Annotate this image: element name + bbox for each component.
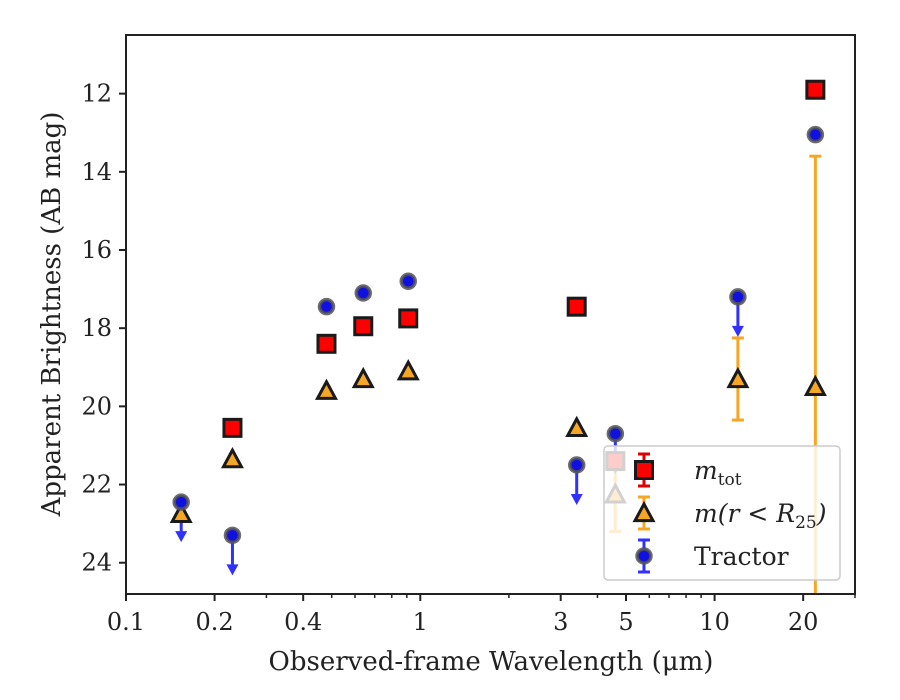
point-square-4: [566, 296, 587, 317]
y-axis-label: Apparent Brightness (AB mag): [37, 112, 67, 518]
x-tick-label: 0.4: [284, 608, 322, 636]
point-triangle-0: [169, 501, 193, 524]
x-tick-label: 10: [699, 608, 730, 636]
x-tick-label: 0.2: [196, 608, 234, 636]
point-triangle-3: [351, 366, 375, 389]
legend-handle-triangle: [632, 495, 656, 531]
point-triangle-4: [396, 359, 420, 381]
plot-area: [169, 79, 827, 594]
point-triangle-1: [220, 446, 244, 469]
x-tick-label: 1: [413, 608, 428, 636]
y-tick-label: 12: [81, 80, 112, 108]
point-circle-4: [399, 272, 417, 291]
legend-label-square: mtot: [694, 456, 742, 490]
point-circle-5: [567, 456, 586, 474]
y-tick-label: 16: [81, 236, 112, 264]
point-square-2: [353, 316, 374, 337]
legend-marker-circle: [635, 547, 653, 565]
point-circle-7: [729, 288, 747, 306]
y-tick-label: 14: [81, 158, 112, 186]
point-triangle-8: [803, 374, 827, 396]
y-tick-label: 22: [81, 471, 112, 499]
point-circle-8: [806, 125, 825, 144]
x-tick-label: 3: [553, 608, 568, 636]
x-tick-label: 20: [788, 608, 819, 636]
point-triangle-7: [726, 366, 750, 389]
x-axis-label: Observed-frame Wavelength (μm): [269, 647, 714, 677]
y-tick-label: 18: [81, 314, 112, 342]
point-triangle-2: [314, 378, 339, 400]
point-square-6: [805, 79, 826, 100]
legend-box: [603, 445, 841, 581]
point-circle-2: [317, 297, 336, 316]
point-triangle-5: [565, 415, 589, 438]
legend-marker-square: [634, 460, 654, 480]
legend-label-circle: Tractor: [694, 542, 789, 571]
point-circle-6: [606, 424, 625, 443]
point-square-3: [398, 308, 419, 329]
legend: mtot m(r < R25) Tractor: [603, 445, 841, 581]
legend-handle-circle: [635, 538, 653, 574]
point-circle-0: [172, 493, 190, 511]
legend-marker-triangle: [632, 500, 656, 523]
y-tick-label: 20: [81, 392, 112, 420]
plot-marks: [169, 79, 827, 594]
legend-label-triangle: m(r < R25): [694, 499, 826, 533]
x-tick-label: 5: [618, 608, 633, 636]
point-square-0: [222, 417, 243, 438]
plot-frame: [125, 34, 856, 595]
point-circle-1: [223, 526, 242, 545]
point-square-1: [316, 333, 337, 354]
axes: 0.1 0.2 0.4 1 3 5 10 20 12 14 16 18 20 22 24: [81, 34, 856, 636]
legend-handle-square: [634, 452, 654, 488]
x-tick-label: 0.1: [107, 608, 145, 636]
y-tick-label: 24: [81, 549, 112, 577]
point-circle-3: [354, 284, 373, 302]
